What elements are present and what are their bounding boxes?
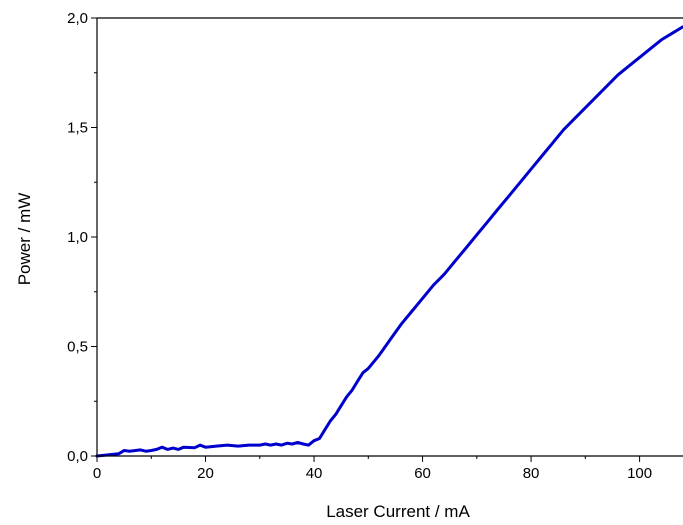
series-line [95,25,683,458]
x-tick-label: 40 [306,465,323,482]
x-tick-label: 100 [627,465,652,482]
x-tick-label: 0 [93,465,101,482]
y-tick-label: 1,5 [67,120,88,137]
y-tick-label: 2,0 [67,10,88,27]
x-tick-label: 20 [197,465,214,482]
plot-area [95,25,683,458]
axes: 0 20 40 60 80 100 0,0 0,5 1,0 1,5 2,0 [67,10,683,482]
y-tick-label: 0,5 [67,339,88,356]
y-tick-label: 0,0 [67,448,88,465]
x-tick-label: 80 [523,465,540,482]
x-axis-title: Laser Current / mA [326,502,470,521]
y-axis-title: Power / mW [15,193,34,286]
x-tick-label: 60 [414,465,431,482]
y-tick-label: 1,0 [67,229,88,246]
